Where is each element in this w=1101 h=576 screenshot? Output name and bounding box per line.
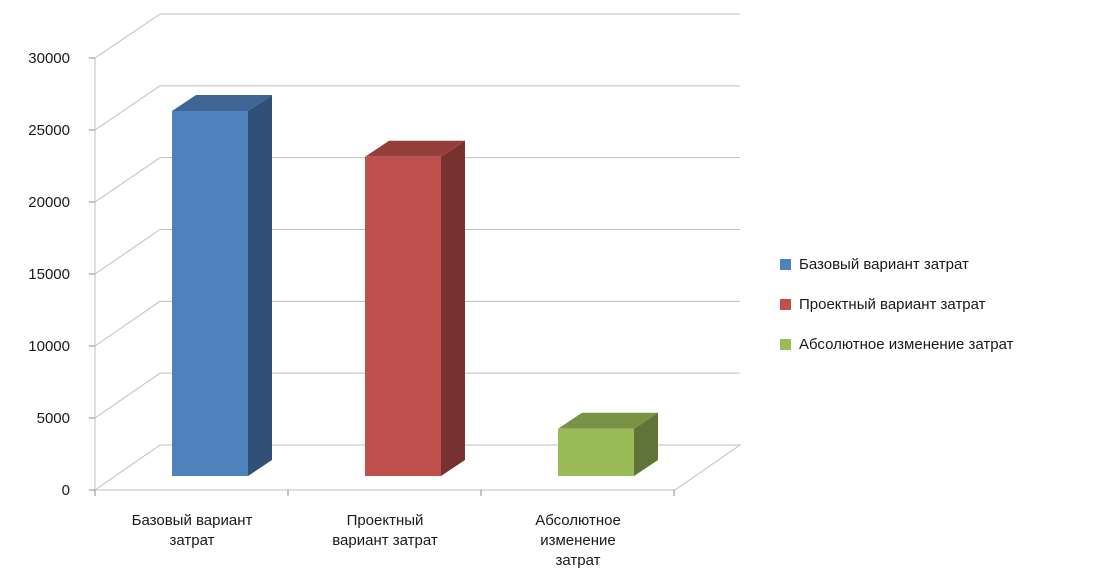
legend-swatch-project [780,298,791,310]
bar-front [365,156,441,476]
gridline-diagonal [94,372,161,419]
legend-label-project: Проектный вариант затрат [799,295,986,313]
x-category-label: Проектный [347,512,424,529]
bar-1 [172,95,272,476]
x-category-label: вариант затрат [332,532,438,549]
gridline-diagonal [94,85,161,131]
x-category-label: затрат [556,552,601,569]
bar-top [365,140,465,157]
y-tick-label: 10000 [28,338,70,355]
y-tick-label: 5000 [37,410,70,427]
gridline-diagonal [94,300,161,347]
gridline-diagonal [94,13,161,59]
bar-front [558,428,634,476]
y-tick-label: 20000 [28,194,70,211]
bars [172,95,658,476]
bar-2 [365,140,465,476]
bar-top [558,412,658,429]
legend: Базовый вариант затрат Проектный вариант… [780,244,1013,364]
legend-label-base: Базовый вариант затрат [799,255,969,273]
gridline-diagonal [94,229,161,275]
bar-3 [558,412,658,476]
bar-side [248,95,272,476]
bar-top [172,95,272,111]
x-category-label: Абсолютное [535,512,621,529]
legend-item-project: Проектный вариант затрат [780,284,1013,324]
bar-front [172,111,248,476]
y-tick-label: 25000 [28,122,70,139]
legend-label-change: Абсолютное изменение затрат [799,335,1014,353]
legend-swatch-change [780,338,791,350]
legend-swatch-base [780,258,791,270]
bar-side [441,140,465,476]
y-axis-ticks: 0 5000 10000 15000 20000 25000 30000 [28,50,95,499]
legend-item-change: Абсолютное изменение затрат [780,324,1013,364]
x-axis-labels: Базовый вариант затрат Проектный вариант за… [132,512,621,569]
x-category-label: изменение [540,532,616,549]
y-tick-label: 0 [62,482,70,499]
gridline-diagonal [94,157,161,203]
y-tick-label: 15000 [28,266,70,283]
bar-side [634,412,658,476]
y-tick-label: 30000 [28,50,70,67]
x-category-label: Базовый вариант [132,512,253,529]
x-category-label: затрат [170,532,215,549]
legend-item-base: Базовый вариант затрат [780,244,1013,284]
chart-floor [93,444,742,491]
